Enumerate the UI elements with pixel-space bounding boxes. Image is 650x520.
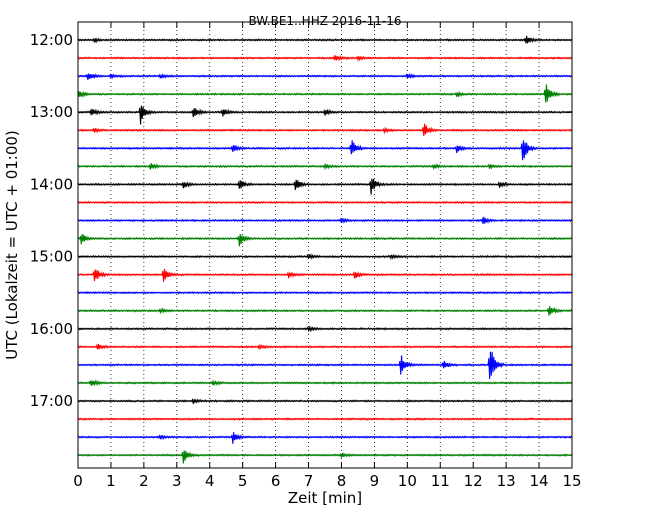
x-tick-label-11: 11 (431, 472, 450, 490)
x-tick-label-9: 9 (370, 472, 380, 490)
y-tick-label-12:00: 12:00 (30, 31, 73, 49)
x-tick-label-14: 14 (530, 472, 549, 490)
y-tick-label-15:00: 15:00 (30, 248, 73, 266)
y-tick-label-14:00: 14:00 (30, 175, 73, 193)
x-tick-label-13: 13 (497, 472, 516, 490)
y-tick-label-13:00: 13:00 (30, 103, 73, 121)
trace-14:45 (77, 233, 573, 247)
y-tick-label-16:00: 16:00 (30, 320, 73, 338)
trace-15:45 (77, 305, 573, 316)
trace-12:45 (77, 84, 573, 103)
trace-13:30 (77, 140, 573, 161)
plot-frame (77, 21, 573, 469)
trace-16:15 (77, 343, 573, 350)
axes-group: 0 1 2 3 4 5 6 7 8 9 10 11 12 13 14 1512:0013:0014:0015:… (30, 22, 582, 490)
y-tick-label-17:00: 17:00 (30, 392, 73, 410)
x-tick-label-3: 3 (172, 472, 182, 490)
trace-17:00 (77, 398, 573, 404)
x-axis-label: Zeit [min] (288, 489, 362, 507)
x-tick-label-4: 4 (205, 472, 215, 490)
x-tick-label-2: 2 (139, 472, 149, 490)
x-tick-label-6: 6 (271, 472, 281, 490)
x-tick-label-7: 7 (304, 472, 314, 490)
trace-15:30 (77, 290, 573, 295)
x-tick-label-5: 5 (238, 472, 248, 490)
trace-17:45 (77, 450, 573, 464)
trace-12:00 (77, 35, 573, 44)
trace-17:30 (77, 432, 573, 444)
trace-17:15 (77, 417, 573, 421)
trace-16:45 (77, 379, 573, 387)
trace-12:15 (77, 54, 573, 62)
trace-12:30 (77, 72, 573, 80)
traces-group (77, 35, 573, 464)
trace-14:30 (77, 216, 573, 224)
x-tick-label-8: 8 (337, 472, 347, 490)
trace-15:00 (77, 253, 573, 261)
y-axis-label: UTC (Lokalzeit = UTC + 01:00) (3, 130, 21, 360)
plot-area (78, 22, 572, 468)
trace-16:30 (77, 351, 573, 379)
trace-13:00 (77, 105, 573, 125)
x-tick-label-12: 12 (464, 472, 483, 490)
x-tick-label-1: 1 (106, 472, 116, 490)
chart-title: BW.BE1..HHZ 2016-11-16 (248, 14, 401, 28)
trace-14:15 (77, 200, 573, 205)
x-tick-label-10: 10 (398, 472, 417, 490)
trace-14:00 (77, 178, 573, 195)
x-tick-label-0: 0 (73, 472, 83, 490)
trace-13:45 (77, 162, 573, 171)
trace-15:15 (77, 268, 573, 282)
trace-16:00 (77, 325, 573, 333)
trace-13:15 (77, 123, 573, 137)
x-tick-label-15: 15 (562, 472, 581, 490)
